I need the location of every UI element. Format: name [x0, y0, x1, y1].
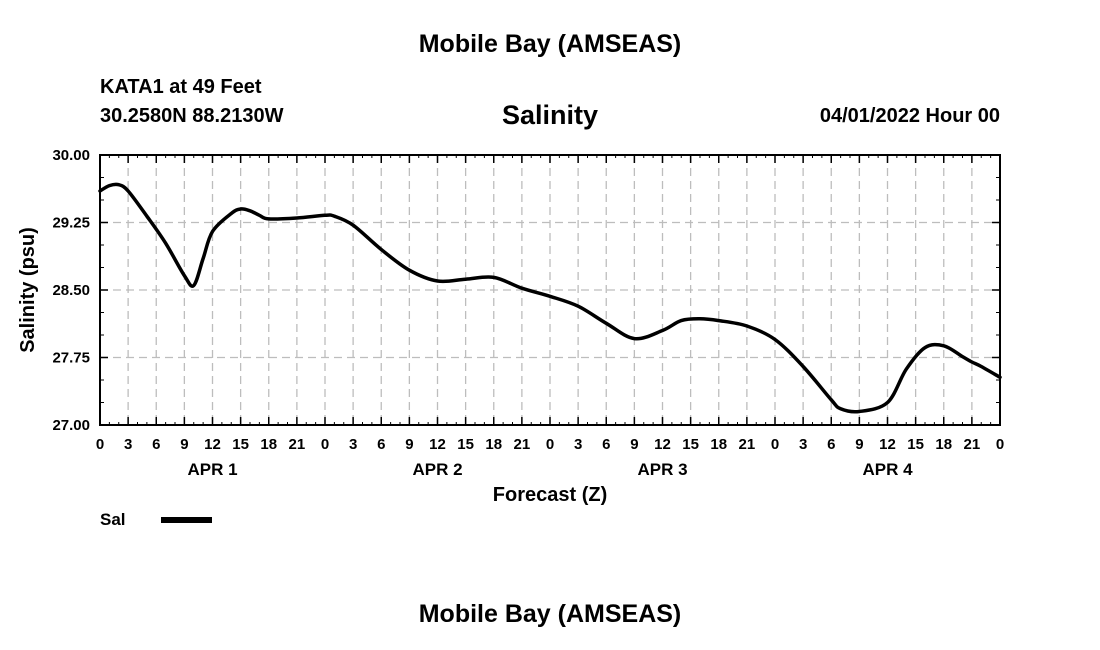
x-tick-label: 3	[574, 436, 582, 453]
x-tick-label: 12	[204, 436, 221, 453]
x-tick-label: 21	[514, 436, 531, 453]
x-tick-label: 9	[630, 436, 638, 453]
day-label: APR 4	[862, 460, 913, 479]
x-tick-label: 12	[654, 436, 671, 453]
y-axis-label: Salinity (psu)	[17, 227, 39, 353]
x-tick-label: 12	[879, 436, 896, 453]
x-tick-label: 3	[799, 436, 807, 453]
x-tick-label: 21	[964, 436, 981, 453]
x-tick-label: 9	[405, 436, 413, 453]
station-label: KATA1 at 49 Feet	[100, 76, 262, 98]
x-axis-label: Forecast (Z)	[493, 484, 607, 506]
x-tick-label: 15	[907, 436, 924, 453]
x-tick-label: 6	[602, 436, 610, 453]
x-tick-label: 6	[152, 436, 160, 453]
x-tick-label: 18	[485, 436, 502, 453]
forecast-datetime: 04/01/2022 Hour 00	[819, 105, 1000, 127]
day-label: APR 3	[637, 460, 687, 479]
day-label: APR 1	[187, 460, 237, 479]
y-tick-label: 27.00	[52, 417, 90, 434]
x-tick-label: 12	[429, 436, 446, 453]
x-tick-labels: 0 3 6 9 12 15 18 21 0 3 6 9 12 15 18 21 0 3 6 9 12 15 18 21 0 3 6 9…	[96, 436, 1004, 453]
x-tick-label: 0	[546, 436, 554, 453]
x-tick-label: 15	[457, 436, 474, 453]
y-tick-label: 27.75	[52, 350, 90, 367]
x-tick-label: 21	[739, 436, 756, 453]
legend-swatch	[161, 517, 212, 523]
y-tick-label: 28.50	[52, 282, 90, 299]
x-tick-label: 18	[710, 436, 727, 453]
x-tick-label: 15	[682, 436, 699, 453]
x-tick-label: 18	[260, 436, 277, 453]
grid-lines	[100, 155, 1000, 425]
x-tick-label: 9	[855, 436, 863, 453]
x-tick-label: 6	[377, 436, 385, 453]
day-label: APR 2	[412, 460, 462, 479]
x-tick-label: 3	[349, 436, 357, 453]
x-tick-label: 0	[321, 436, 329, 453]
chart-main-title: Mobile Bay (AMSEAS)	[418, 30, 682, 58]
x-tick-label: 15	[232, 436, 249, 453]
x-tick-label: 0	[996, 436, 1004, 453]
x-tick-label: 3	[124, 436, 132, 453]
y-tick-labels: 27.00 27.75 28.50 29.25 30.00	[52, 147, 90, 434]
x-tick-label: 9	[180, 436, 188, 453]
x-tick-label: 0	[771, 436, 779, 453]
x-tick-label: 6	[827, 436, 835, 453]
footer-title: Mobile Bay (AMSEAS)	[418, 600, 682, 628]
day-labels: APR 1 APR 2 APR 3 APR 4	[187, 460, 913, 479]
parameter-title: Salinity	[501, 100, 599, 130]
x-tick-label: 18	[935, 436, 952, 453]
legend-label: Sal	[100, 510, 126, 529]
x-tick-label: 0	[96, 436, 104, 453]
y-tick-label: 30.00	[52, 147, 90, 164]
coordinates-label: 30.2580N 88.2130W	[100, 105, 284, 127]
plot-frame	[99, 154, 1001, 426]
salinity-series-line	[98, 182, 1002, 414]
y-tick-label: 29.25	[52, 215, 90, 232]
x-tick-label: 21	[289, 436, 306, 453]
salinity-chart: 27.00 27.75 28.50 29.25 30.00 0 3 6 9 12 15 18 21 0 3…	[17, 147, 1004, 506]
